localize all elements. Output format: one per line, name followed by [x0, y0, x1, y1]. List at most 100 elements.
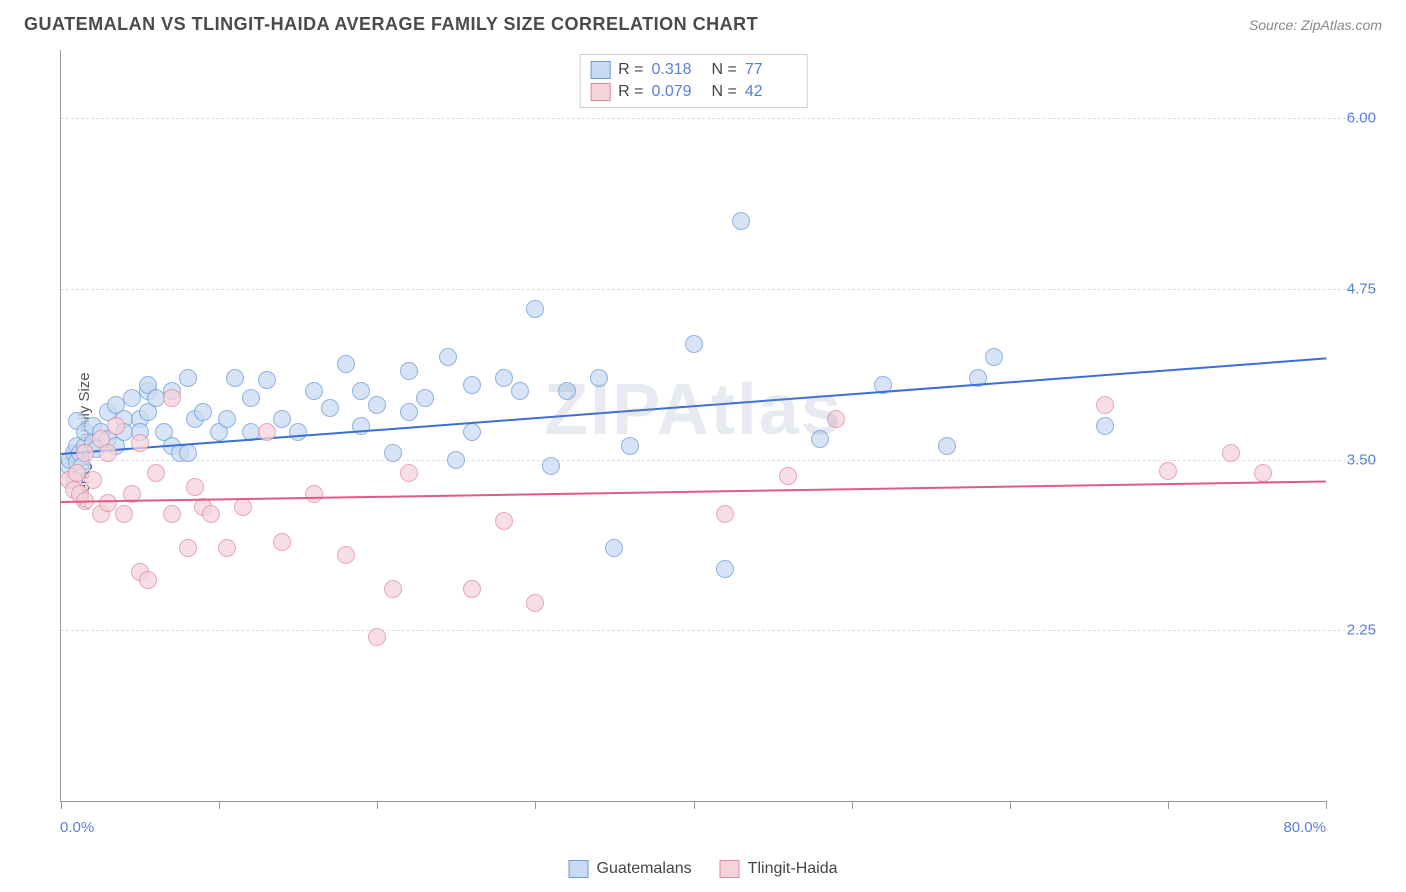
chart-source: Source: ZipAtlas.com — [1249, 17, 1382, 33]
scatter-point — [811, 430, 829, 448]
scatter-point — [194, 403, 212, 421]
n-value: 77 — [745, 61, 797, 79]
legend-item: Guatemalans — [569, 860, 692, 878]
watermark: ZIPAtlas — [544, 369, 843, 451]
scatter-point — [202, 505, 220, 523]
scatter-point — [163, 389, 181, 407]
gridline-h — [61, 630, 1376, 631]
chart-header: GUATEMALAN VS TLINGIT-HAIDA AVERAGE FAMI… — [0, 0, 1406, 43]
scatter-point — [368, 628, 386, 646]
scatter-point — [827, 410, 845, 428]
legend-item: Tlingit-Haida — [720, 860, 838, 878]
scatter-point — [985, 348, 1003, 366]
legend-series: Guatemalans Tlingit-Haida — [569, 860, 838, 878]
scatter-point — [186, 478, 204, 496]
y-tick-label: 4.75 — [1347, 280, 1376, 297]
scatter-point — [163, 505, 181, 523]
x-min-label: 0.0% — [60, 819, 94, 836]
scatter-point — [289, 423, 307, 441]
scatter-point — [716, 505, 734, 523]
scatter-point — [732, 212, 750, 230]
scatter-point — [779, 467, 797, 485]
y-tick-label: 6.00 — [1347, 110, 1376, 127]
gridline-h — [61, 289, 1376, 290]
x-tick — [219, 801, 220, 809]
scatter-point — [1222, 444, 1240, 462]
scatter-point — [131, 434, 149, 452]
n-label: N = — [712, 61, 737, 79]
scatter-point — [305, 485, 323, 503]
legend-stats-row: R = 0.318 N = 77 — [590, 59, 797, 81]
scatter-point — [716, 560, 734, 578]
scatter-point — [234, 498, 252, 516]
scatter-point — [526, 300, 544, 318]
scatter-point — [685, 335, 703, 353]
scatter-point — [416, 389, 434, 407]
x-tick — [1326, 801, 1327, 809]
legend-swatch — [590, 61, 610, 79]
scatter-point — [1159, 462, 1177, 480]
x-tick — [852, 801, 853, 809]
scatter-point — [218, 410, 236, 428]
gridline-h — [61, 460, 1376, 461]
scatter-point — [495, 512, 513, 530]
scatter-point — [337, 355, 355, 373]
r-value: 0.079 — [652, 83, 704, 101]
legend-swatch — [590, 83, 610, 101]
scatter-point — [147, 464, 165, 482]
x-tick — [1168, 801, 1169, 809]
scatter-point — [84, 471, 102, 489]
gridline-h — [61, 118, 1376, 119]
trend-line — [61, 480, 1326, 502]
scatter-point — [463, 376, 481, 394]
scatter-point — [352, 382, 370, 400]
scatter-point — [463, 423, 481, 441]
n-label: N = — [712, 83, 737, 101]
scatter-point — [605, 539, 623, 557]
x-tick — [61, 801, 62, 809]
scatter-point — [447, 451, 465, 469]
scatter-point — [384, 580, 402, 598]
scatter-point — [526, 594, 544, 612]
y-tick-label: 2.25 — [1347, 622, 1376, 639]
scatter-point — [139, 571, 157, 589]
scatter-point — [321, 399, 339, 417]
x-max-label: 80.0% — [1283, 819, 1326, 836]
scatter-point — [384, 444, 402, 462]
r-label: R = — [618, 61, 643, 79]
scatter-point — [218, 539, 236, 557]
scatter-point — [400, 403, 418, 421]
scatter-point — [511, 382, 529, 400]
n-value: 42 — [745, 83, 797, 101]
x-tick — [377, 801, 378, 809]
scatter-point — [400, 464, 418, 482]
scatter-point — [439, 348, 457, 366]
scatter-point — [179, 539, 197, 557]
scatter-point — [558, 382, 576, 400]
scatter-point — [179, 444, 197, 462]
scatter-point — [99, 444, 117, 462]
scatter-point — [463, 580, 481, 598]
scatter-point — [590, 369, 608, 387]
r-value: 0.318 — [652, 61, 704, 79]
chart-title: GUATEMALAN VS TLINGIT-HAIDA AVERAGE FAMI… — [24, 14, 758, 35]
x-axis-labels: 0.0% 80.0% — [60, 814, 1326, 836]
scatter-point — [99, 494, 117, 512]
scatter-point — [1096, 396, 1114, 414]
x-tick — [1010, 801, 1011, 809]
r-label: R = — [618, 83, 643, 101]
scatter-point — [337, 546, 355, 564]
chart-area: Average Family Size ZIPAtlas R = 0.318 N… — [50, 50, 1386, 832]
scatter-point — [1254, 464, 1272, 482]
scatter-point — [495, 369, 513, 387]
scatter-point — [115, 505, 133, 523]
scatter-point — [273, 533, 291, 551]
scatter-point — [305, 382, 323, 400]
legend-stats: R = 0.318 N = 77 R = 0.079 N = 42 — [579, 54, 808, 108]
legend-label: Tlingit-Haida — [748, 860, 838, 878]
scatter-point — [400, 362, 418, 380]
scatter-point — [242, 389, 260, 407]
legend-swatch — [569, 860, 589, 878]
scatter-point — [1096, 417, 1114, 435]
scatter-point — [542, 457, 560, 475]
